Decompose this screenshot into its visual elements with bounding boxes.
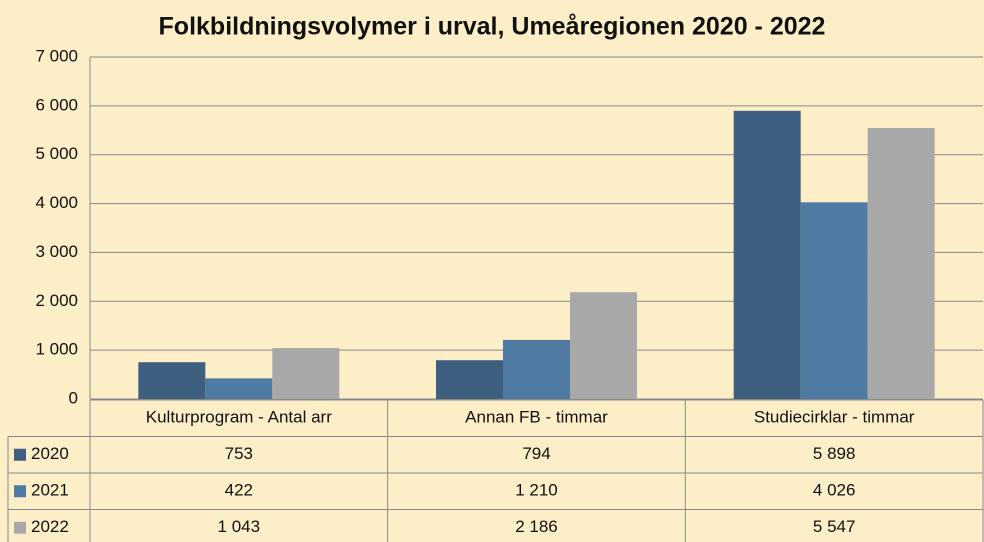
bar: [138, 362, 206, 399]
legend-swatch: [14, 448, 26, 461]
table-cell: 4 026: [813, 481, 856, 500]
legend-label: 2022: [31, 517, 69, 536]
category-label: Studiecirklar - timmar: [754, 408, 915, 427]
bar: [800, 202, 868, 399]
y-tick-label: 4 000: [35, 193, 78, 212]
bar: [205, 378, 273, 399]
bar: [733, 110, 801, 399]
y-tick-label: 7 000: [35, 46, 78, 65]
bar: [503, 339, 570, 399]
bar: [867, 127, 935, 399]
bar: [272, 348, 340, 399]
table-cell: 1 210: [515, 481, 558, 500]
bar: [570, 292, 637, 399]
legend-swatch: [14, 485, 26, 498]
table-cell: 5 898: [813, 444, 856, 463]
y-tick-label: 5 000: [35, 144, 78, 163]
y-tick-label: 1 000: [35, 340, 78, 359]
legend-swatch: [14, 521, 26, 534]
table-cell: 5 547: [813, 517, 856, 536]
table-cell: 794: [522, 444, 550, 463]
table-cell: 2 186: [515, 517, 558, 536]
y-tick-label: 3 000: [35, 242, 78, 261]
y-tick-label: 0: [69, 388, 78, 407]
legend-label: 2020: [31, 444, 69, 463]
table-cell: 753: [225, 444, 253, 463]
category-label: Annan FB - timmar: [465, 408, 608, 427]
legend-label: 2021: [31, 481, 69, 500]
category-label: Kulturprogram - Antal arr: [146, 408, 332, 427]
table-cell: 422: [225, 481, 253, 500]
chart-title: Folkbildningsvolymer i urval, Umeåregion…: [159, 13, 826, 41]
y-tick-label: 6 000: [35, 95, 78, 114]
table-cell: 1 043: [218, 517, 261, 536]
bar: [436, 360, 503, 399]
y-tick-label: 2 000: [35, 291, 78, 310]
